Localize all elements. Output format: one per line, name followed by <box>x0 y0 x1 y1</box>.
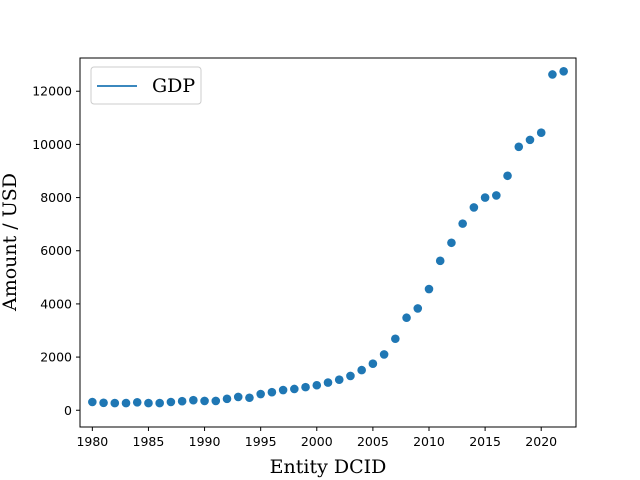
data-point <box>458 219 467 228</box>
x-tick-label: 2010 <box>413 434 445 449</box>
data-point <box>447 238 456 248</box>
x-tick-label: 1980 <box>76 434 108 449</box>
data-point <box>155 398 164 408</box>
legend: GDP <box>90 66 202 105</box>
data-point <box>177 396 187 406</box>
x-tick-label: 2015 <box>469 434 501 449</box>
data-point <box>166 397 176 407</box>
x-ticks: 1980 1985 1990 1995 2000 2005 2010 2015 2020 <box>76 427 557 449</box>
data-point <box>480 193 490 202</box>
data-point <box>469 203 479 212</box>
data-point <box>88 397 97 407</box>
legend-label: GDP <box>152 75 195 97</box>
x-tick-label: 2020 <box>525 434 557 449</box>
data-point <box>267 387 277 397</box>
y-tick-label: 6000 <box>40 243 72 258</box>
data-point <box>110 398 120 408</box>
data-point <box>211 396 221 406</box>
data-point <box>301 382 310 392</box>
data-point <box>256 389 265 399</box>
x-tick-label: 2000 <box>301 434 333 449</box>
data-point <box>391 334 400 344</box>
data-point <box>368 359 378 369</box>
data-point <box>278 385 288 395</box>
x-tick-label: 1995 <box>245 434 277 449</box>
data-point <box>323 378 333 387</box>
x-tick-label: 1985 <box>133 434 165 449</box>
data-point <box>200 396 209 406</box>
legend-box <box>90 66 202 105</box>
data-point <box>525 135 535 145</box>
data-point <box>245 393 254 403</box>
data-point <box>312 380 322 390</box>
y-axis-title: Amount / USD <box>0 173 21 312</box>
data-point <box>514 142 524 152</box>
data-point <box>379 350 389 359</box>
y-tick-label: 2000 <box>40 350 72 365</box>
data-point <box>121 398 131 408</box>
data-point <box>492 191 501 200</box>
y-tick-label: 0 <box>64 403 72 418</box>
data-point <box>334 375 344 384</box>
data-point <box>132 397 142 407</box>
data-point <box>233 392 243 402</box>
y-tick-label: 8000 <box>40 190 72 205</box>
x-axis-title: Entity DCID <box>270 456 387 478</box>
data-point <box>99 398 108 408</box>
y-tick-label: 12000 <box>32 84 72 99</box>
data-point <box>189 395 198 405</box>
data-point <box>503 171 512 181</box>
data-point <box>144 398 153 408</box>
data-point <box>435 256 445 266</box>
data-point <box>548 70 557 79</box>
data-point <box>402 313 411 323</box>
data-point <box>346 371 355 381</box>
data-point <box>559 66 568 76</box>
x-tick-label: 2005 <box>357 434 389 449</box>
x-tick-label: 1990 <box>189 434 221 449</box>
data-point <box>357 365 366 375</box>
y-tick-label: 10000 <box>32 137 72 152</box>
plot-frame <box>79 57 577 428</box>
data-points <box>88 66 568 408</box>
data-point <box>536 128 546 138</box>
y-tick-label: 4000 <box>40 296 72 311</box>
data-point <box>424 284 434 294</box>
data-point <box>413 304 423 313</box>
y-ticks: 0 2000 4000 6000 8000 10000 12000 <box>32 84 80 418</box>
data-point <box>290 384 299 394</box>
data-point <box>222 394 232 404</box>
